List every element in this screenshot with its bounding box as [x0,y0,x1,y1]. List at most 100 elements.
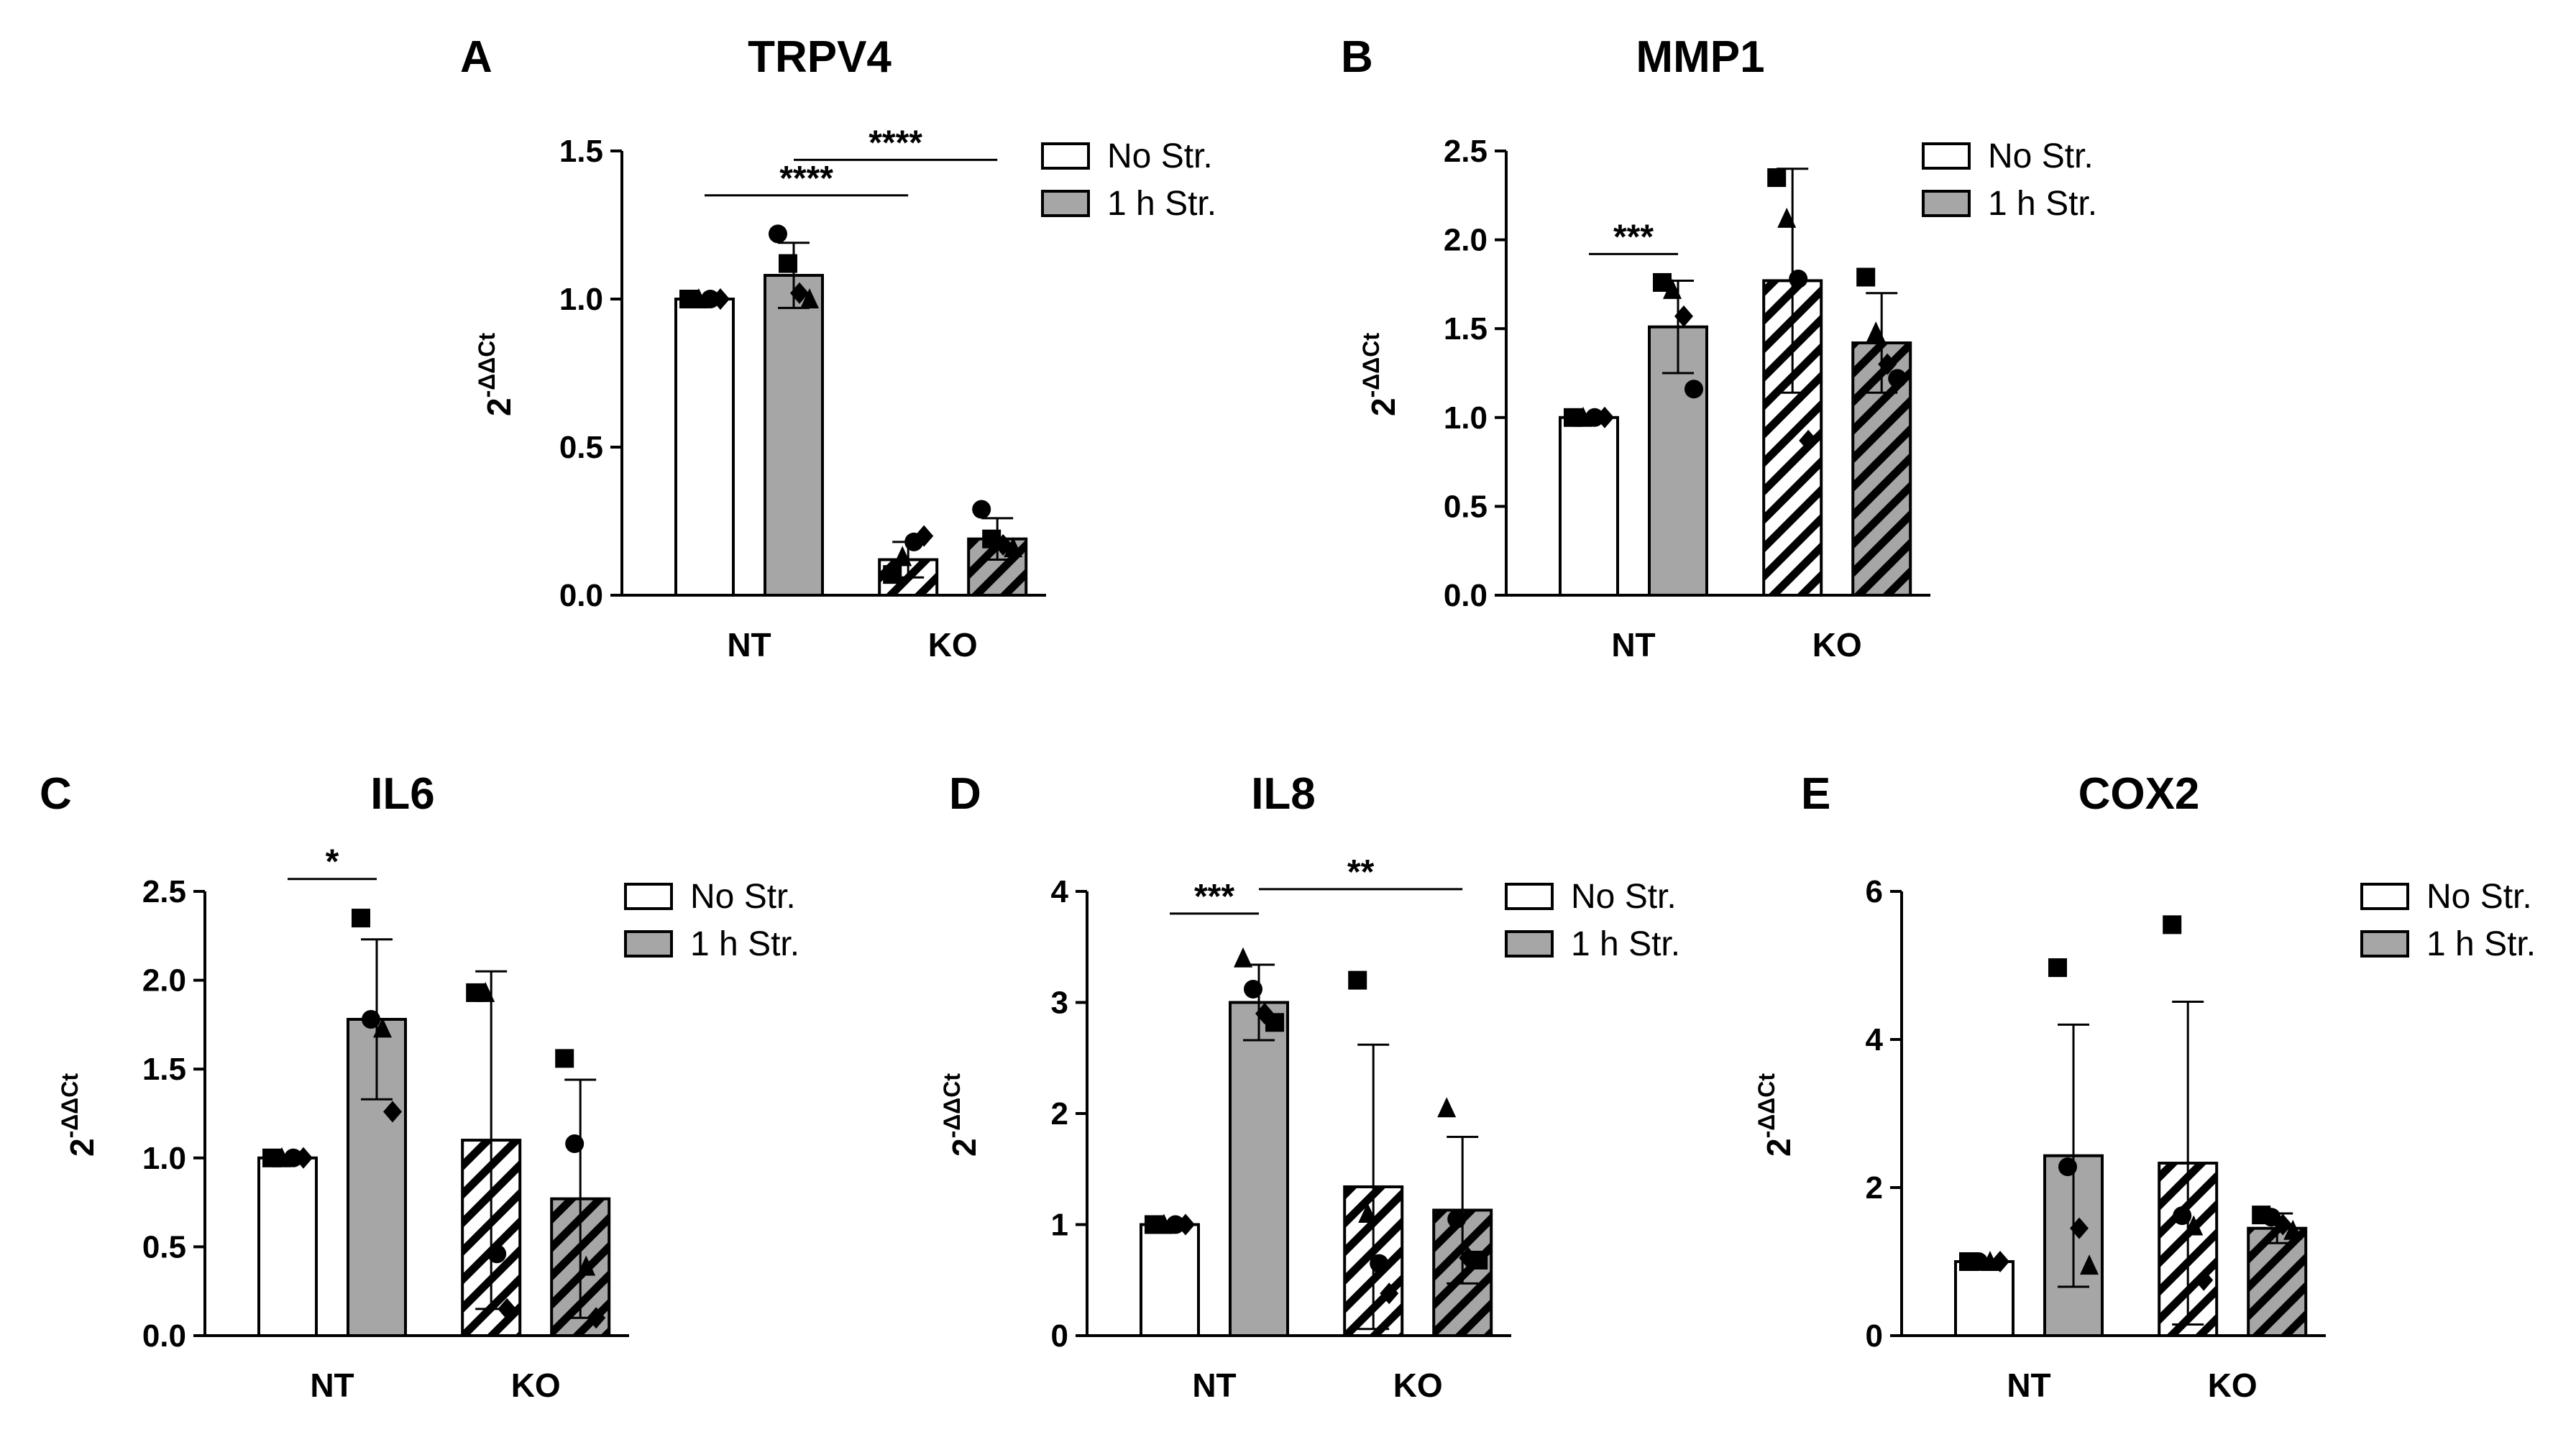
y-tick-label: 1.5 [1444,311,1488,346]
y-axis-label-base: 2 [63,1138,101,1157]
legend-label: No Str. [690,878,796,916]
data-point [1585,408,1604,427]
legend-label: 1 h Str. [2426,925,2536,963]
y-tick-label: 1.5 [142,1052,186,1087]
chart-title: IL8 [1251,769,1316,819]
data-point [883,565,902,584]
data-point [1004,537,1023,558]
y-axis-label: 2-ΔΔCt [939,1073,983,1157]
legend-label: No Str. [1107,137,1213,175]
x-tick-label: KO [1812,626,1862,664]
legend-swatch [2360,930,2409,958]
bar [764,274,824,597]
data-point [577,1255,596,1276]
data-point [1674,305,1693,327]
data-point [373,1017,392,1038]
data-point [779,254,797,273]
data-point [1370,1254,1389,1273]
data-point [2283,1219,2303,1240]
data-point [1244,979,1262,998]
significance-label: **** [868,124,922,162]
legend-swatch [1041,142,1090,170]
data-point [769,224,787,244]
y-tick-label: 0.0 [1444,578,1488,613]
bar [257,1156,318,1338]
significance-label: ** [1347,853,1375,891]
y-tick-label: 0.5 [142,1229,186,1264]
data-point [476,981,495,1002]
data-point [284,1148,303,1167]
legend-swatch [1041,190,1090,217]
data-point [1799,429,1818,451]
data-point [1380,1282,1399,1305]
data-point [893,546,912,566]
data-point [362,1009,380,1029]
data-point [2173,1206,2192,1226]
y-axis-label: 2-ΔΔCt [1754,1073,1797,1157]
data-point [2048,958,2067,978]
legend-swatch [1505,930,1554,958]
data-point [1469,1250,1488,1270]
chart-title: IL6 [370,769,435,819]
data-point [2070,1217,2089,1239]
data-point [352,909,370,928]
panel-letter: D [949,769,981,819]
y-axis-label-base: 2 [1365,398,1402,416]
data-point [383,1101,402,1123]
data-point [1878,353,1897,375]
data-point [1777,207,1797,228]
significance-label: *** [1613,218,1654,256]
data-point [2163,915,2182,935]
y-axis-label-exponent: -ΔΔCt [1358,333,1384,398]
data-point [1866,321,1886,342]
bar [1140,1223,1200,1337]
y-tick-label: 0.0 [559,578,603,613]
data-point [972,500,991,519]
data-point [1856,267,1876,287]
panel-letter: B [1341,32,1373,82]
data-point [1888,369,1907,388]
legend-swatch [2360,883,2409,910]
panel-c: C IL6 0.0 0.5 1.0 1.5 2.0 2.5 2-ΔΔCt NT KO * No Str.… [40,769,799,1404]
chart-title: COX2 [2078,769,2200,819]
y-tick-label: 0 [1866,1318,1883,1354]
data-point [1176,1213,1195,1236]
y-tick-label: 1.0 [559,282,603,317]
y-tick-label: 2.0 [142,963,186,998]
x-tick-label: NT [1611,626,1655,664]
y-tick-label: 2 [1866,1170,1883,1206]
legend-swatch [1922,142,1971,170]
data-point [487,1244,507,1264]
bar [1954,1260,2014,1337]
legend-swatch [624,883,673,910]
y-tick-label: 0.5 [1444,489,1488,524]
panel-a: A TRPV4 0.0 0.5 1.0 1.5 2-ΔΔCt NT KO **** **** No S… [460,32,1216,664]
panel-b: B MMP1 0.0 0.5 1.0 1.5 2.0 2.5 2-ΔΔCt NT KO *** No S… [1341,32,2097,664]
data-point [1447,1209,1467,1229]
y-tick-label: 1.0 [1444,400,1488,436]
data-point [1358,1203,1378,1223]
data-point [1166,1215,1185,1234]
x-tick-label: KO [1393,1367,1443,1404]
x-tick-label: NT [310,1367,354,1404]
data-point [701,290,720,308]
x-tick-label: KO [511,1367,561,1404]
bar [1229,1001,1289,1337]
bar [1559,416,1619,597]
data-point [1789,269,1808,288]
y-axis-label-exponent: -ΔΔCt [474,333,500,398]
chart-title: TRPV4 [748,32,891,82]
data-point [1265,1013,1284,1032]
y-tick-label: 4 [1051,874,1069,909]
significance-label: **** [779,160,833,198]
data-point [790,282,809,304]
data-point [1767,168,1787,188]
legend-label: 1 h Str. [1988,185,2097,223]
legend-label: No Str. [1988,137,2094,175]
data-point [1348,970,1367,990]
panel-letter: C [40,769,72,819]
bar [674,298,735,597]
